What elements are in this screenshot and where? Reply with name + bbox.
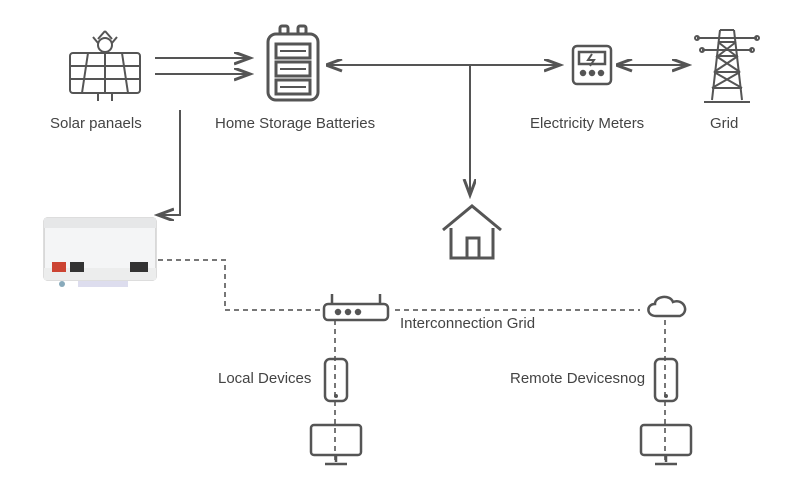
edge-inverter-router: [158, 260, 320, 310]
remote-devices-label: Remote Devicesnog: [510, 370, 645, 387]
local-devices-label: Local Devices: [218, 370, 311, 387]
battery-label: Home Storage Batteries: [215, 115, 375, 132]
diagram-stage: Solar panaels Home Storage Batteries Ele…: [0, 0, 800, 500]
grid-label: Grid: [710, 115, 738, 132]
solar-panels-label: Solar panaels: [50, 115, 142, 132]
interconnection-grid-label: Interconnection Grid: [400, 315, 535, 332]
edge-solar-inverter: [158, 180, 180, 215]
electricity-meter-label: Electricity Meters: [530, 115, 644, 132]
